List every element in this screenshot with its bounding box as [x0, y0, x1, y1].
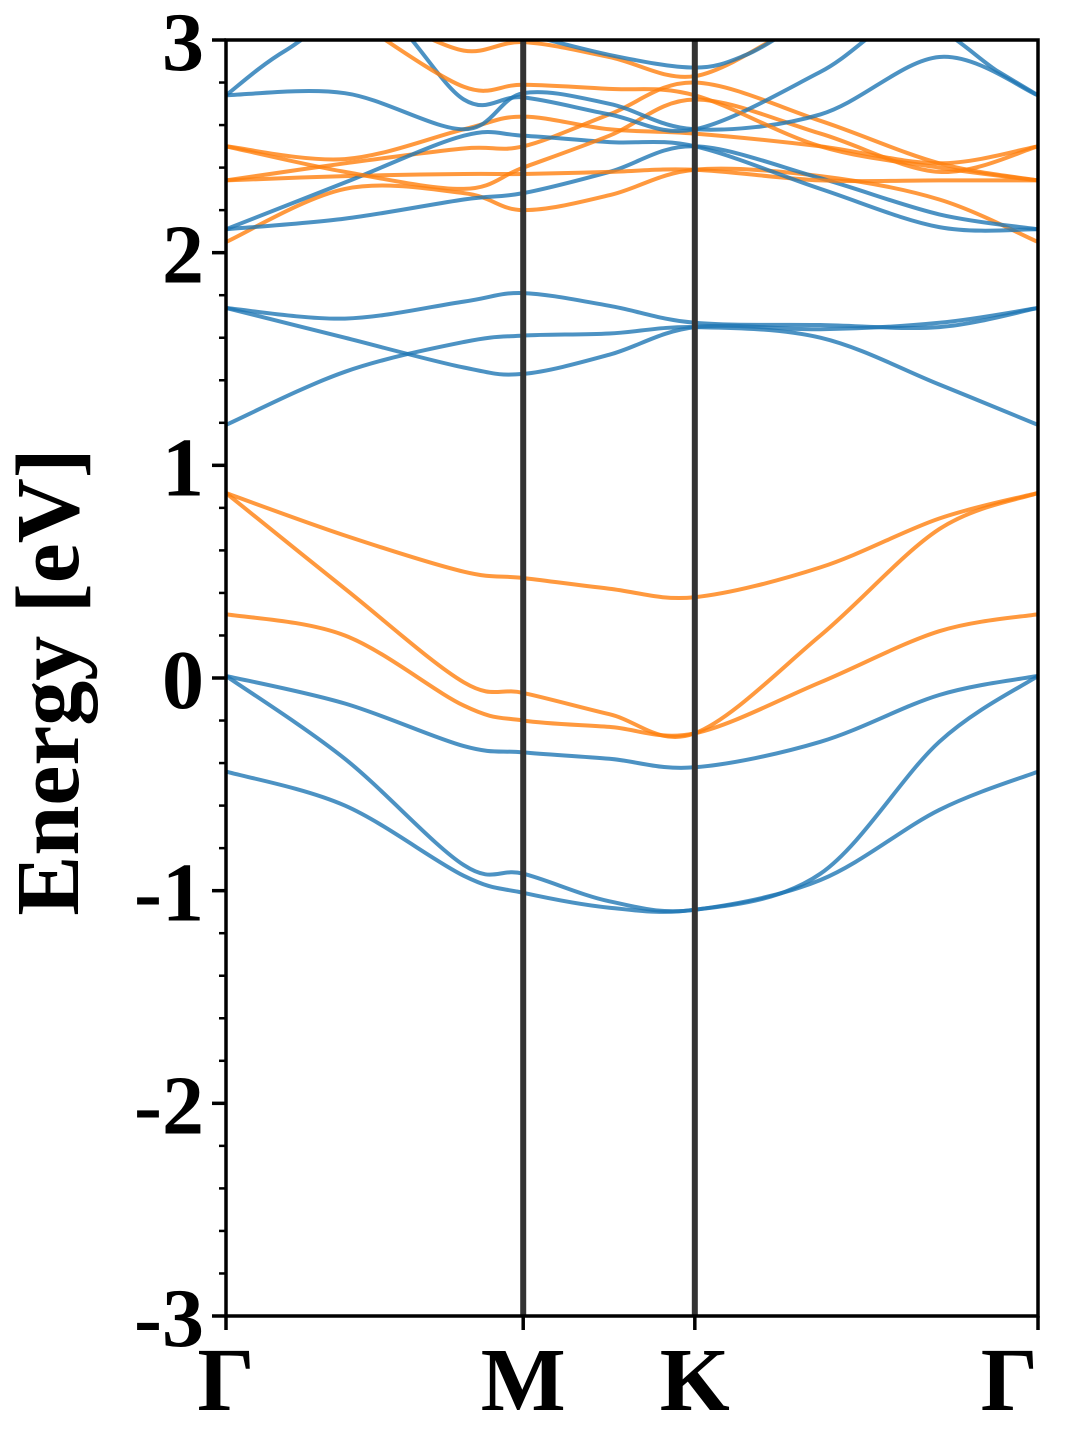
band-line-11: [226, 144, 1038, 232]
y-tick-label: -3: [134, 1272, 204, 1365]
band-line-18: [226, 40, 1038, 133]
band-line-2: [226, 674, 1038, 914]
y-tick-label: 3: [162, 0, 204, 89]
band-line-6: [226, 491, 1038, 600]
y-tick-label: -2: [134, 1059, 204, 1152]
x-tick-label: Γ: [981, 1331, 1038, 1430]
band-line-1: [226, 769, 1038, 914]
band-line-9: [226, 291, 1038, 331]
y-axis-ticks: 3 2 1 0 -1 -2 -3: [134, 0, 226, 1365]
plot-frame: [224, 38, 1040, 1318]
y-tick-label: 2: [162, 209, 204, 302]
y-tick-label: -1: [134, 847, 204, 940]
x-tick-label: Γ: [197, 1331, 254, 1430]
x-tick-label: M: [481, 1331, 566, 1430]
band-line-10: [226, 166, 1038, 244]
band-line-4: [226, 612, 1038, 738]
x-tick-label: K: [660, 1331, 730, 1430]
y-tick-label: 0: [162, 634, 204, 727]
band-line-17: [226, 54, 1038, 132]
band-line-14: [226, 114, 1038, 166]
band-lines: [226, 40, 1038, 914]
high-symmetry-lines: [520, 40, 698, 1316]
band-line-16: [226, 97, 1038, 191]
band-line-19: [381, 40, 1038, 183]
y-axis-label: Energy [eV]: [0, 448, 98, 915]
band-line-7: [226, 325, 1038, 427]
band-line-5: [226, 491, 1038, 739]
y-tick-label: 1: [162, 421, 204, 514]
band-line-3: [226, 673, 1038, 770]
band-line-20: [428, 40, 777, 79]
band-line-21: [540, 40, 778, 70]
